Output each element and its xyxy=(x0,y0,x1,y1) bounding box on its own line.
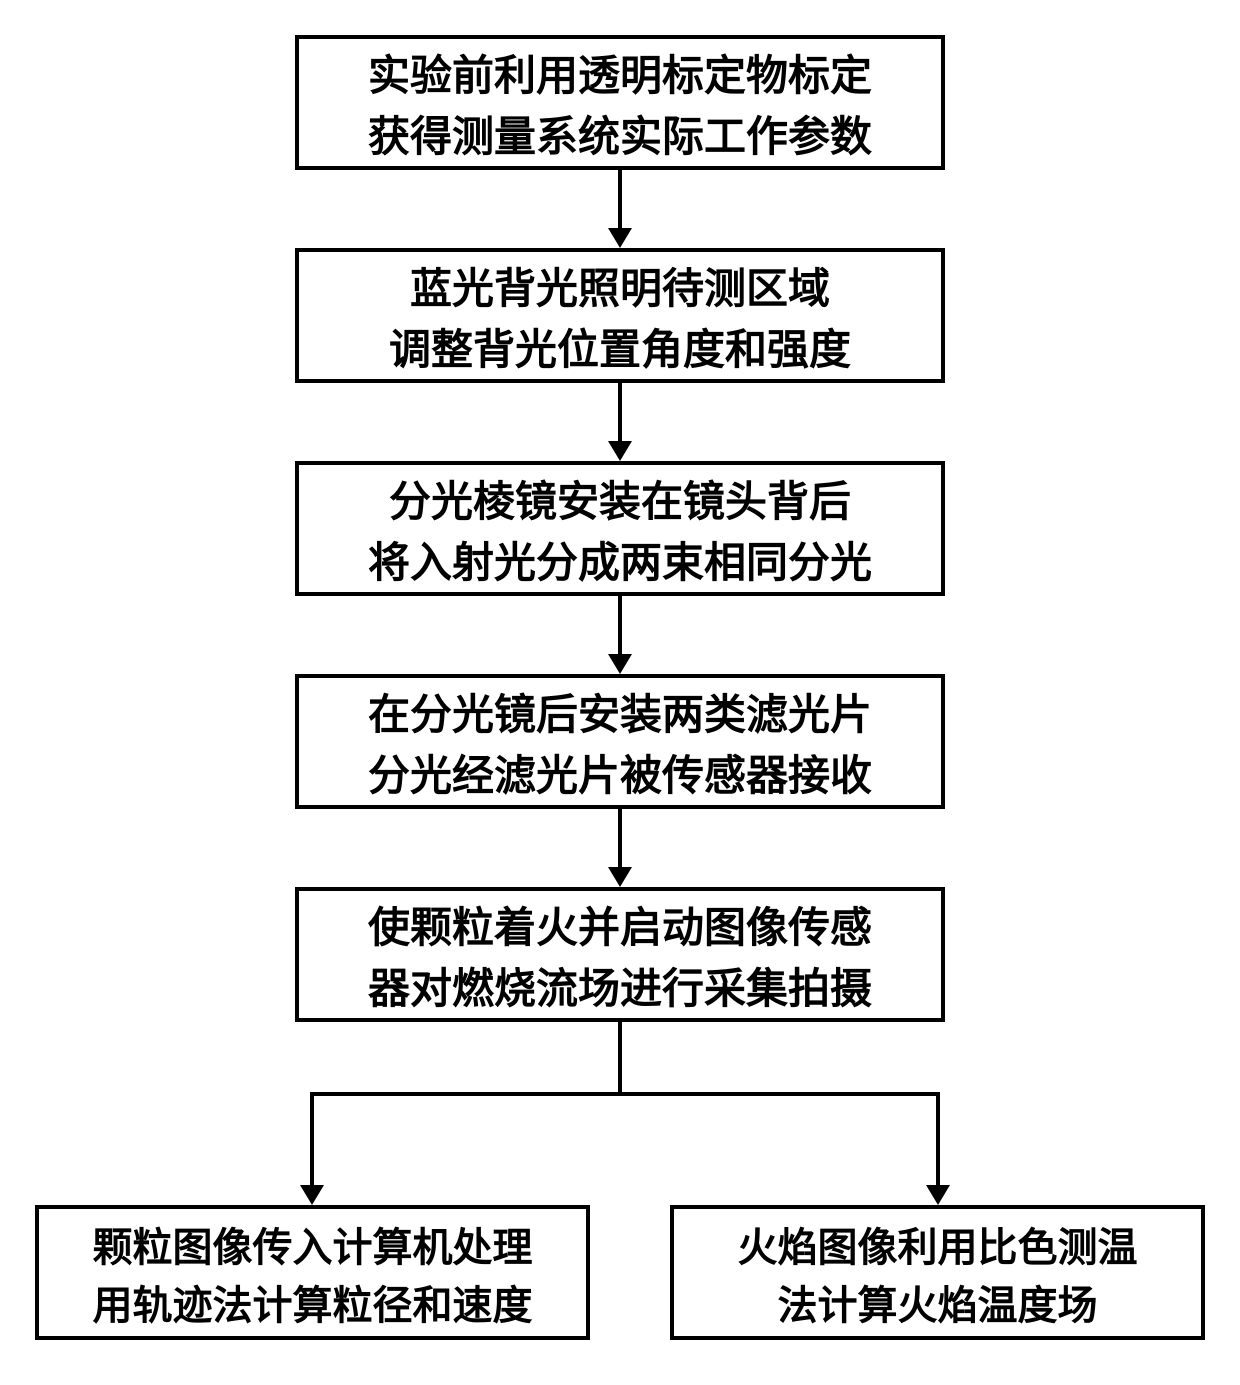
flow-node-step4: 在分光镜后安装两类滤光片分光经滤光片被传感器接收 xyxy=(295,674,945,809)
split-stem xyxy=(618,1022,622,1096)
arrow-line xyxy=(618,170,622,228)
node-text-line: 火焰图像利用比色测温 xyxy=(738,1215,1138,1273)
flowchart-container: 实验前利用透明标定物标定获得测量系统实际工作参数蓝光背光照明待测区域调整背光位置… xyxy=(0,0,1240,1385)
arrow-head xyxy=(608,867,632,887)
node-text-line: 实验前利用透明标定物标定 xyxy=(368,42,872,103)
arrow-head xyxy=(608,654,632,674)
node-text-line: 颗粒图像传入计算机处理 xyxy=(93,1215,533,1273)
arrow-line xyxy=(618,383,622,441)
split-branch-right xyxy=(936,1092,940,1185)
flow-node-step6b: 火焰图像利用比色测温法计算火焰温度场 xyxy=(670,1205,1205,1340)
arrow-line xyxy=(618,809,622,867)
split-arrow-head-left xyxy=(300,1185,324,1205)
node-text-line: 用轨迹法计算粒径和速度 xyxy=(93,1273,533,1331)
arrow-head xyxy=(608,228,632,248)
split-arrow-head-right xyxy=(926,1185,950,1205)
flow-node-step1: 实验前利用透明标定物标定获得测量系统实际工作参数 xyxy=(295,35,945,170)
node-text-line: 将入射光分成两束相同分光 xyxy=(368,529,872,590)
node-text-line: 蓝光背光照明待测区域 xyxy=(410,255,830,316)
arrow-head xyxy=(608,441,632,461)
node-text-line: 分光经滤光片被传感器接收 xyxy=(368,742,872,803)
split-branch-left xyxy=(310,1092,314,1185)
node-text-line: 法计算火焰温度场 xyxy=(778,1273,1098,1331)
flow-node-step2: 蓝光背光照明待测区域调整背光位置角度和强度 xyxy=(295,248,945,383)
flow-node-step6a: 颗粒图像传入计算机处理用轨迹法计算粒径和速度 xyxy=(35,1205,590,1340)
node-text-line: 在分光镜后安装两类滤光片 xyxy=(368,681,872,742)
node-text-line: 使颗粒着火并启动图像传感 xyxy=(368,894,872,955)
node-text-line: 获得测量系统实际工作参数 xyxy=(368,103,872,164)
node-text-line: 分光棱镜安装在镜头背后 xyxy=(389,468,851,529)
node-text-line: 调整背光位置角度和强度 xyxy=(389,316,851,377)
node-text-line: 器对燃烧流场进行采集拍摄 xyxy=(368,955,872,1016)
flow-node-step5: 使颗粒着火并启动图像传感器对燃烧流场进行采集拍摄 xyxy=(295,887,945,1022)
arrow-line xyxy=(618,596,622,654)
flow-node-step3: 分光棱镜安装在镜头背后将入射光分成两束相同分光 xyxy=(295,461,945,596)
split-horizontal xyxy=(310,1092,940,1096)
